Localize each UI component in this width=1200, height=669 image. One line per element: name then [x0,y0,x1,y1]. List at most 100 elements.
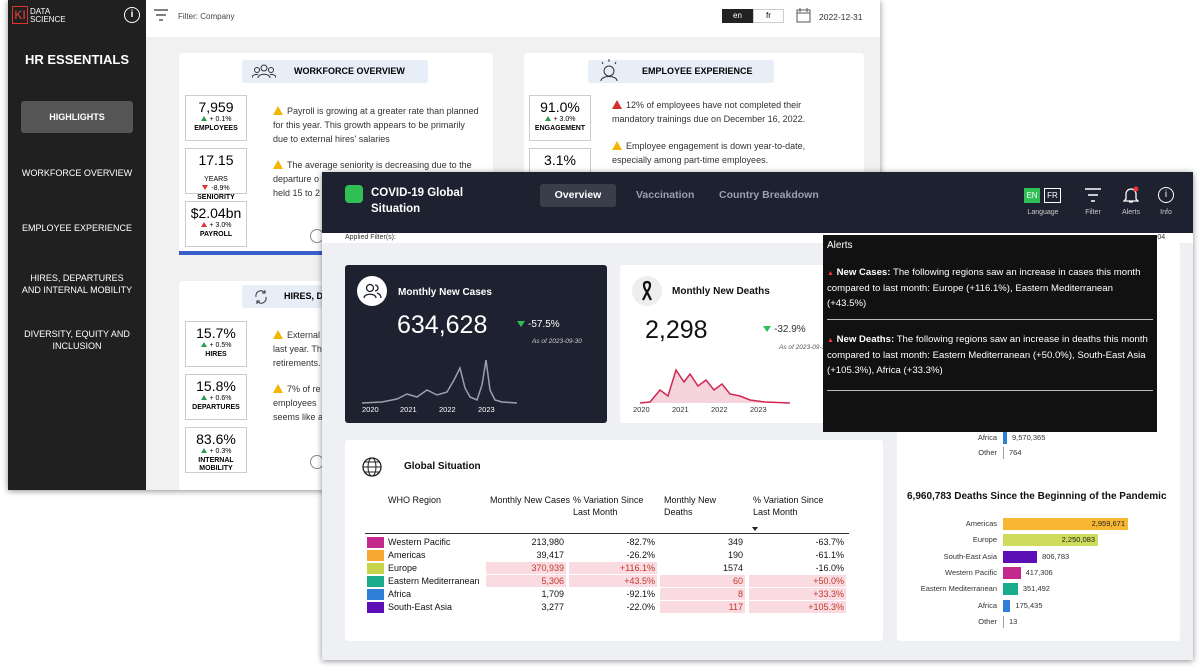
year-label: 2021 [400,405,417,414]
note: The average seniority is decreasing due … [273,158,472,200]
filter-icon[interactable] [154,9,168,21]
note-line: mandatory trainings due on December 16, … [612,114,806,124]
card-title: HIRES, DE [284,291,330,301]
bar-value: 175,435 [1015,600,1043,610]
calendar-icon[interactable] [796,8,811,23]
bar-value: 9,570,365 [1012,433,1046,442]
table-cell: 1,709 [486,588,566,601]
kpi-value: $2.04bn [190,205,242,221]
nav-item[interactable]: WORKFORCE OVERVIEW [21,168,133,178]
region-swatch [367,589,384,600]
note-line: last year. Th [273,344,322,354]
kpi-change: + 3.0% [553,116,576,123]
info-icon[interactable]: i [1158,187,1174,203]
region-swatch [367,550,384,561]
bar-label: South-East Asia [943,551,997,561]
tool-label[interactable]: Language [1027,209,1059,216]
table-cell: +116.1% [569,562,657,575]
tool-label[interactable]: Alerts [1122,209,1140,216]
note-line: especially among part-time employees. [612,155,769,165]
tab-active [540,184,616,207]
kpi-value: 83.6% [196,431,236,447]
note-line: seems like a [273,412,324,422]
covid-window: COVID-19 Global Situation Overview Vacci… [322,172,1193,660]
card-change: -32.9% [763,324,806,335]
table-title: Global Situation [404,461,481,472]
note-line: held 15 to 2 [273,188,321,198]
bar [1003,566,1021,579]
table-cell: 39,417 [486,549,566,562]
table-cell: -16.0% [749,562,846,575]
tab[interactable]: Vaccination [636,189,695,201]
kpi-value: 17.15 [198,152,234,168]
table-cell: 5,306 [486,575,566,588]
bar-value: 764 [1009,448,1022,457]
note-line: due to external hires' salaries [273,134,390,144]
filter-icon[interactable] [1085,188,1101,202]
card-value: 634,628 [397,311,488,339]
lang-en[interactable]: en [722,9,753,23]
bar [1003,534,1099,547]
nav-item[interactable]: HIRES, DEPARTURES AND INTERNAL MOBILITY [21,273,133,295]
lang-fr[interactable]: fr [753,9,784,23]
kpi: 91.0% + 3.0% ENGAGEMENT [529,95,591,141]
kpi-value: 3.1% [544,152,576,168]
applied-filters: Applied Filter(s): [345,234,396,241]
table-cell: Eastern Mediterranean [388,576,480,586]
change-value: -32.9% [774,324,806,335]
kpi: 15.7% + 0.5% HIRES [185,321,247,367]
bar [1003,550,1038,563]
tool-label[interactable]: Info [1160,209,1172,216]
table-cell: 190 [660,549,745,562]
table-cell: +43.5% [569,575,657,588]
kpi: 7,959 + 0.1% EMPLOYEES [185,95,247,141]
alerts-icon[interactable] [1123,186,1139,203]
filter-strip [322,233,1193,243]
logo-text: DATA SCIENCE [30,7,66,24]
table-cell: +50.0% [749,575,846,588]
table-cell: 213,980 [486,536,566,549]
tab[interactable]: Country Breakdown [719,189,819,201]
bar [1003,447,1004,459]
table-cell: -82.7% [569,536,657,549]
kpi-change: + 3.0% [209,222,232,229]
sort-arrow[interactable] [752,527,758,531]
column-header: WHO Region [388,495,442,505]
lang-en[interactable]: EN [1024,188,1040,203]
nav-item[interactable]: DIVERSITY, EQUITY AND INCLUSION [24,329,130,351]
nav-item[interactable]: HIGHLIGHTS [49,112,105,122]
header-rule [365,533,849,534]
date: -04 [1155,234,1166,241]
as-of: As of 2023-09-30 [532,338,582,345]
kpi: 15.8% + 0.6% DEPARTURES [185,374,247,420]
note-line: 12% of employees have not completed thei… [626,100,802,110]
kpi-change: + 0.6% [209,395,232,402]
column-header: % Variation Since Last Month [753,495,824,517]
bar-value: 13 [1009,616,1018,626]
globe-icon [362,457,382,477]
table-cell: 3,277 [486,601,566,614]
card-change: -57.5% [517,319,560,330]
note-line: for this year. This growth appears to be… [273,120,465,130]
bar [1003,432,1007,444]
app-logo [345,185,363,203]
nav-item[interactable]: EMPLOYEE EXPERIENCE [21,223,133,233]
kpi-unit: YEARS [204,176,228,183]
table-cell: 60 [660,575,745,588]
lang-fr[interactable]: FR [1044,188,1061,203]
alert-text: The following regions saw an increase in… [827,267,1141,309]
region-swatch [367,563,384,574]
card-header: WORKFORCE OVERVIEW [242,60,428,83]
app-title: COVID-19 Global Situation [371,187,464,215]
note-line: The average seniority is decreasing due … [287,160,472,170]
tab[interactable]: Overview [554,189,602,201]
bar [1003,518,1128,530]
table-cell: Europe [388,563,418,573]
info-icon[interactable]: i [124,7,140,23]
kpi-change: + 0.1% [209,116,232,123]
year-label: 2022 [711,405,728,414]
logo-mark: KI [12,6,28,24]
cases-sparkline [362,359,517,404]
tool-label[interactable]: Filter [1085,209,1101,216]
filter-label[interactable]: Filter: Company [178,12,235,21]
